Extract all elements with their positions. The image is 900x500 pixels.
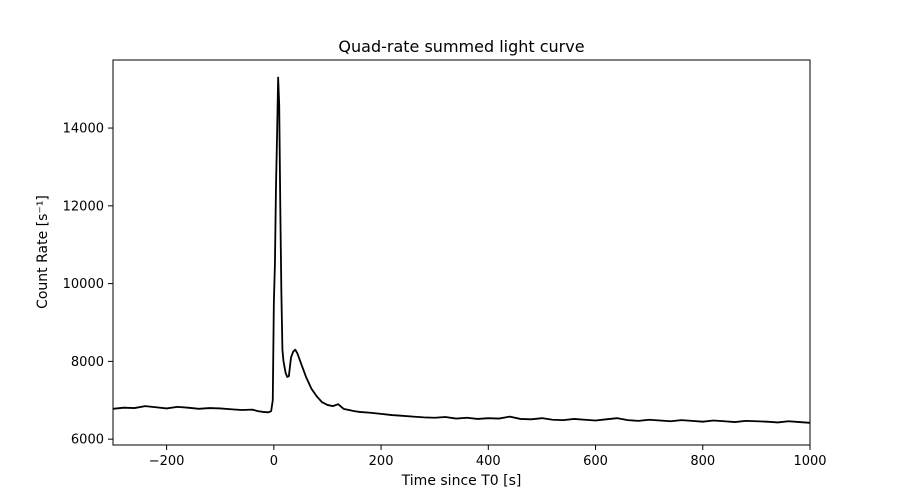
series-line-0 xyxy=(113,76,810,424)
x-axis-label: Time since T0 [s] xyxy=(401,473,522,489)
plot-frame xyxy=(112,59,811,446)
x-tick-label: −200 xyxy=(149,454,185,469)
y-tick-label: 14000 xyxy=(63,122,104,137)
x-tick-label: 200 xyxy=(369,454,394,469)
x-tick-label: 0 xyxy=(270,454,278,469)
y-tick-label: 6000 xyxy=(71,433,104,448)
x-tick-label: 600 xyxy=(583,454,608,469)
x-axis: −200 0 200 400 600 800 1000 xyxy=(149,445,827,469)
y-tick-label: 12000 xyxy=(63,199,104,214)
chart-title: Quad-rate summed light curve xyxy=(338,37,584,56)
plot-area xyxy=(113,76,810,424)
y-axis: 6000 8000 10000 12000 14000 xyxy=(63,122,113,448)
y-axis-label: Count Rate [s⁻¹] xyxy=(35,195,51,309)
x-tick-label: 1000 xyxy=(793,454,826,469)
x-tick-label: 400 xyxy=(476,454,501,469)
y-tick-label: 8000 xyxy=(71,355,104,370)
x-tick-label: 800 xyxy=(690,454,715,469)
y-tick-label: 10000 xyxy=(63,277,104,292)
